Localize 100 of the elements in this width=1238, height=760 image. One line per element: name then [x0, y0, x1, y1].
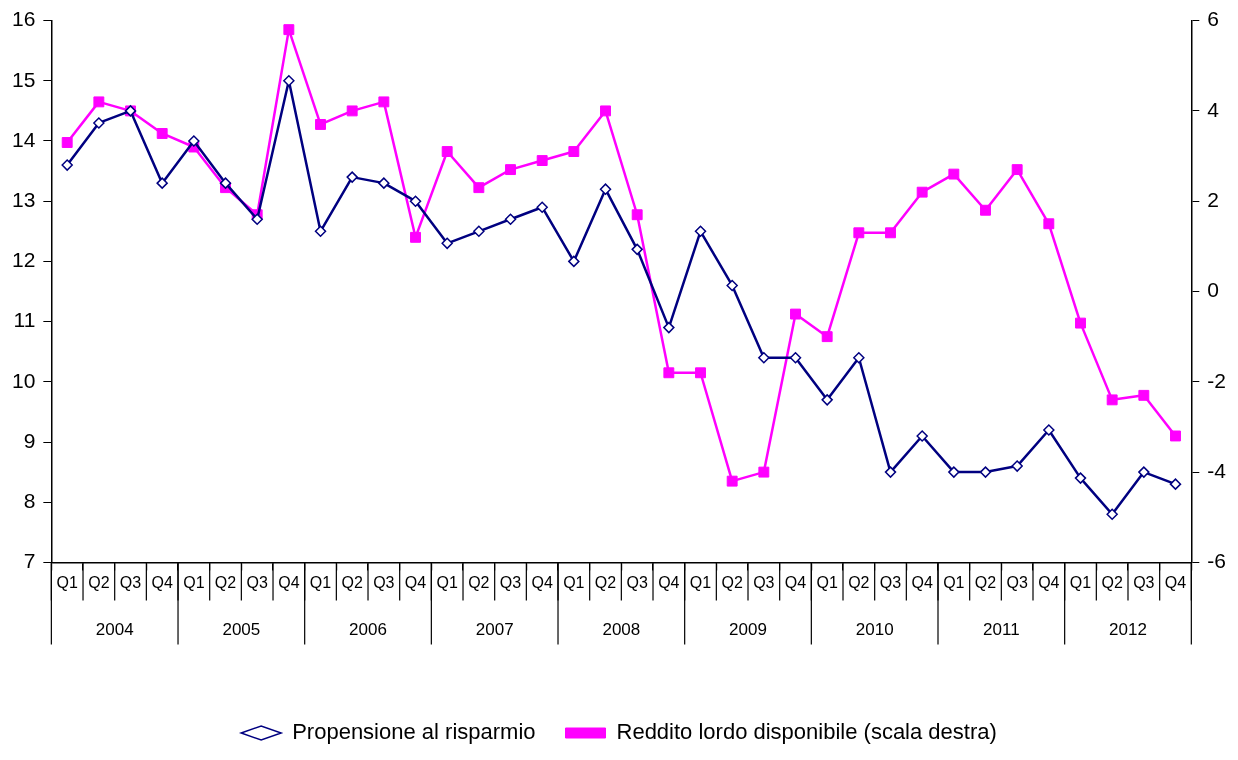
y-tick-label: 11: [13, 308, 36, 332]
point: [568, 255, 580, 268]
point: [1138, 466, 1150, 478]
point: [1043, 218, 1055, 230]
x-tick-label: Q4: [278, 574, 300, 592]
x-tick-label: Q2: [214, 574, 237, 592]
point: [1138, 389, 1150, 401]
y-tick-label: 16: [12, 7, 36, 31]
point: [821, 331, 833, 343]
x-tick-label: Q1: [563, 574, 585, 592]
legend-label: Propensione al risparmio: [292, 719, 536, 745]
point: [599, 183, 612, 195]
point: [61, 137, 73, 148]
x-tick-label: Q4: [658, 574, 680, 592]
point: [758, 466, 770, 478]
point: [694, 225, 707, 238]
point: [441, 237, 453, 250]
text: 2009: [729, 620, 767, 640]
point: [948, 466, 960, 478]
point: [916, 186, 928, 198]
y2-tick-label: -4: [1207, 458, 1227, 482]
point: [663, 321, 675, 334]
x-tick-label: Q3: [373, 574, 395, 592]
text: 2012: [1109, 620, 1147, 640]
y-tick-label: 12: [12, 248, 36, 272]
point: [536, 155, 548, 167]
point: [663, 367, 675, 379]
point: [441, 146, 453, 157]
point: [93, 96, 105, 108]
point: [853, 227, 865, 239]
y2-tick-label: 0: [1207, 278, 1220, 302]
x-tick-label: Q1: [183, 574, 205, 592]
point: [473, 182, 485, 194]
x-tick-label: Q1: [943, 574, 965, 592]
legend-label: Reddito lordo disponibile (scala destra): [616, 719, 997, 745]
point: [536, 201, 548, 213]
x-tick-label: Q2: [721, 574, 743, 592]
point: [504, 213, 517, 226]
point: [251, 213, 263, 226]
point: [315, 119, 326, 130]
point: [410, 231, 421, 243]
point: [789, 351, 802, 364]
x-tick-label: Q2: [468, 574, 490, 592]
point: [948, 168, 960, 180]
x-tick-label: Q2: [594, 574, 617, 592]
x-tick-label: Q4: [1038, 574, 1060, 592]
y2-tick-label: -6: [1207, 549, 1227, 573]
x-tick-label: Q3: [1133, 574, 1155, 592]
y-tick-label: 9: [23, 428, 36, 452]
point: [409, 195, 422, 207]
point: [188, 135, 200, 147]
x-tick-label: Q1: [689, 574, 712, 592]
point: [979, 466, 992, 478]
point: [1170, 430, 1181, 442]
text: 2008: [602, 620, 641, 640]
point: [853, 351, 865, 364]
text: 2004: [95, 620, 134, 640]
y-tick-label: 7: [23, 549, 36, 573]
point: [505, 164, 516, 176]
x-tick-label: Q2: [974, 574, 997, 592]
point: [1011, 460, 1023, 472]
y-tick-label: 13: [12, 188, 36, 211]
y2-tick-label: 2: [1207, 188, 1220, 211]
x-tick-label: Q1: [436, 574, 458, 592]
point: [378, 177, 390, 189]
point: [1106, 508, 1118, 520]
point: [726, 279, 738, 292]
point: [156, 177, 168, 189]
text: 2010: [855, 620, 894, 640]
y-tick-label: 14: [12, 127, 36, 151]
point: [93, 117, 105, 129]
x-tick-label: Q4: [784, 574, 807, 592]
point: [821, 394, 833, 406]
point: [314, 225, 327, 238]
point: [790, 308, 801, 320]
point: [1106, 394, 1118, 406]
point: [1011, 164, 1023, 176]
y-tick-label: 15: [12, 67, 36, 91]
point: [156, 128, 168, 139]
x-tick-label: Q1: [1069, 574, 1092, 592]
point: [980, 204, 991, 216]
x-tick-label: Q2: [848, 574, 870, 592]
y2-tick-label: -2: [1207, 368, 1227, 392]
x-tick-label: Q3: [499, 574, 522, 592]
x-tick-label: Q4: [911, 574, 933, 592]
point: [346, 105, 358, 117]
x-tick-label: Q3: [1006, 574, 1028, 592]
point: [758, 351, 770, 364]
point: [1169, 478, 1182, 490]
y2-tick-label: 6: [1207, 7, 1220, 31]
y-tick-label: 10: [12, 368, 36, 392]
x-tick-label: Q2: [1101, 574, 1123, 592]
text: 2011: [983, 620, 1020, 640]
point: [219, 177, 232, 189]
point: [600, 105, 611, 117]
x-tick-label: Q3: [246, 574, 268, 592]
point: [346, 171, 358, 183]
point: [631, 209, 643, 221]
x-tick-label: Q3: [753, 574, 775, 592]
x-tick-label: Q4: [531, 574, 553, 592]
